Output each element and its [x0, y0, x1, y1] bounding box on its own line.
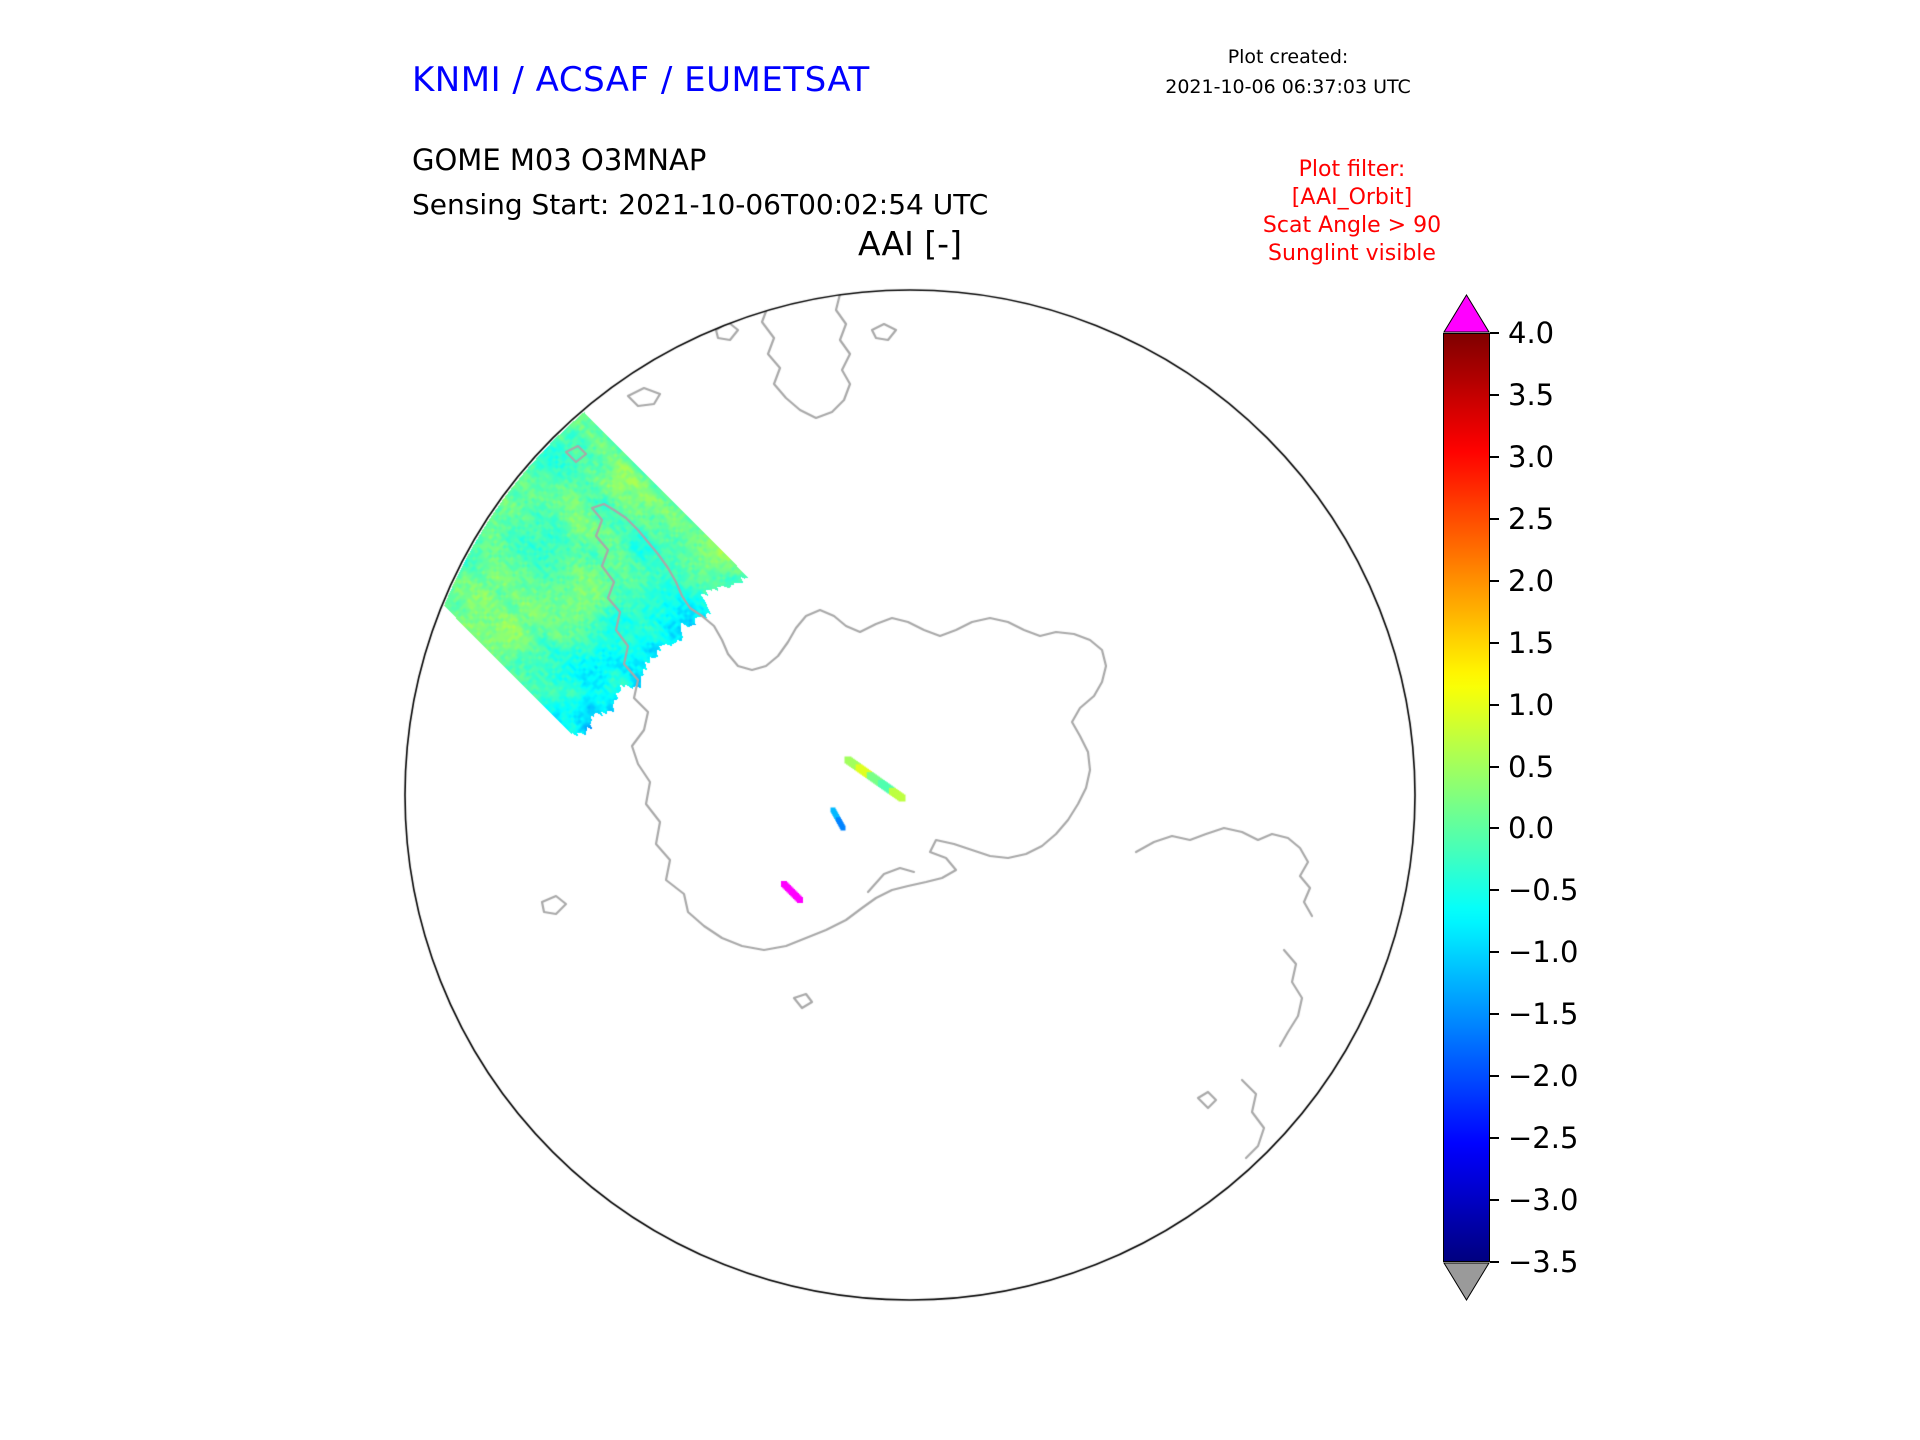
colorbar-tick-mark: [1490, 1137, 1499, 1140]
colorbar-tick: −1.5: [1490, 997, 1578, 1031]
colorbar-tick-mark: [1490, 951, 1499, 954]
colorbar-tick-mark: [1490, 393, 1499, 396]
colorbar-tick: 1.5: [1490, 626, 1554, 660]
colorbar-tick-label: 3.0: [1508, 439, 1555, 474]
colorbar-tick: −3.0: [1490, 1183, 1578, 1217]
colorbar-tick-label: −2.0: [1508, 1059, 1579, 1094]
colorbar-tick-label: 1.5: [1508, 625, 1555, 660]
colorbar-under-arrow-shape: [1443, 1262, 1490, 1301]
colorbar-tick: −1.0: [1490, 935, 1578, 969]
plot-created-label: Plot created:: [1227, 46, 1349, 68]
colorbar-tick-label: 3.5: [1508, 377, 1555, 412]
colorbar-tick: 0.5: [1490, 750, 1554, 784]
colorbar-tick-label: −3.5: [1508, 1245, 1579, 1279]
colorbar-tick: −3.5: [1490, 1245, 1578, 1279]
colorbar-tick: −0.5: [1490, 873, 1578, 907]
plot-filter-line: Plot filter:: [1298, 157, 1406, 182]
colorbar-tick-mark: [1490, 579, 1499, 582]
colorbar-tick: 2.5: [1490, 502, 1554, 536]
colorbar-tick-label: −2.5: [1508, 1121, 1579, 1156]
colorbar-tick-label: 2.5: [1508, 501, 1555, 536]
colorbar-tick-mark: [1490, 889, 1499, 892]
colorbar-gradient: [1443, 333, 1490, 1262]
colorbar-tick-mark: [1490, 1075, 1499, 1078]
colorbar-tick-mark: [1490, 765, 1499, 768]
colorbar-tick-mark: [1490, 332, 1499, 334]
colorbar-tick-label: 0.5: [1508, 749, 1555, 784]
colorbar-tick: −2.5: [1490, 1121, 1578, 1155]
colorbar-tick-mark: [1490, 641, 1499, 644]
colorbar-tick: 0.0: [1490, 811, 1554, 845]
plot-filter-line: [AAI_Orbit]: [1291, 185, 1413, 210]
colorbar-tick-mark: [1490, 517, 1499, 520]
colorbar-tick-label: 1.0: [1508, 687, 1555, 722]
product-title: GOME M03 O3MNAP: [412, 143, 707, 177]
colorbar-tick: 3.5: [1490, 378, 1554, 412]
colorbar-tick: −2.0: [1490, 1059, 1578, 1093]
colorbar-tick: 3.0: [1490, 440, 1554, 474]
colorbar-tick-mark: [1490, 455, 1499, 458]
colorbar-tick-label: 0.0: [1508, 811, 1555, 846]
colorbar-tick-label: 2.0: [1508, 563, 1555, 598]
colorbar-tick-mark: [1490, 1261, 1499, 1263]
plot-created-block: Plot created: 2021-10-06 06:37:03 UTC: [1128, 42, 1448, 102]
colorbar-tick-label: −1.0: [1508, 935, 1579, 970]
colorbar-tick-mark: [1490, 1199, 1499, 1202]
colorbar-tick-label: −0.5: [1508, 873, 1579, 908]
colorbar-ticks: 4.0 3.5 3.0 2.5 2.0 1.5 1.0 0.5 0.0 −0.5 −1.0 −1.5 −…: [1443, 316, 1578, 1279]
org-title: KNMI / ACSAF / EUMETSAT: [412, 60, 870, 100]
colorbar-tick-label: −1.5: [1508, 997, 1579, 1032]
colorbar-tick-label: −3.0: [1508, 1183, 1579, 1218]
plot-filter-line: Scat Angle > 90: [1262, 213, 1442, 238]
colorbar-tick-mark: [1490, 827, 1499, 830]
colorbar-tick-mark: [1490, 703, 1499, 706]
plot-filter-line: Sunglint visible: [1268, 241, 1436, 266]
colorbar-tick-label: 4.0: [1508, 316, 1555, 350]
colorbar-tick: 2.0: [1490, 564, 1554, 598]
plot-title: AAI [-]: [858, 224, 962, 263]
sensing-start: Sensing Start: 2021-10-06T00:02:54 UTC: [412, 188, 989, 221]
colorbar-tick: 4.0: [1490, 316, 1554, 350]
colorbar-under-arrow: [1443, 1262, 1490, 1301]
colorbar-over-arrow-shape: [1443, 294, 1490, 333]
colorbar-tick-mark: [1490, 1013, 1499, 1016]
plot-filter-block: Plot filter: [AAI_Orbit] Scat Angle > 90…: [1212, 156, 1492, 268]
plot-created-time: 2021-10-06 06:37:03 UTC: [1165, 76, 1411, 98]
colorbar-tick: 1.0: [1490, 688, 1554, 722]
colorbar-over-arrow: [1443, 294, 1490, 333]
